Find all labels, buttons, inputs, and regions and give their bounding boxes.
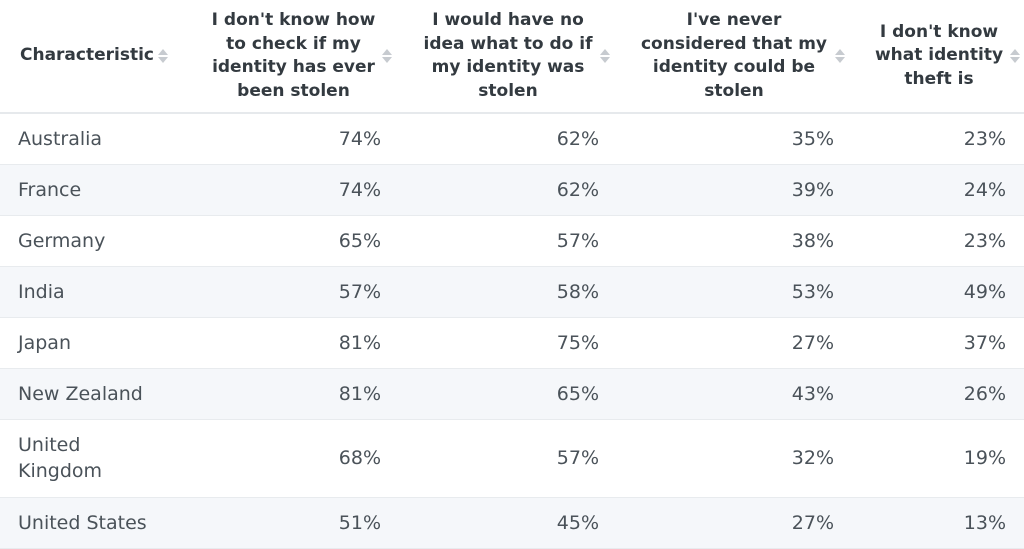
table-cell: 35% [618, 113, 853, 165]
table-cell: 23% [853, 215, 1024, 267]
row-label: India [0, 266, 178, 318]
table-cell: 51% [178, 497, 400, 549]
table-row: Japan 81% 75% 27% 37% [0, 317, 1024, 369]
table-cell: 57% [178, 266, 400, 318]
table-cell: 81% [178, 317, 400, 369]
row-label: Japan [0, 317, 178, 369]
table-cell: 19% [853, 419, 1024, 498]
column-header-never-considered[interactable]: I've never considered that my identity c… [618, 0, 853, 114]
table-cell: 39% [618, 164, 853, 216]
table-row: New Zealand 81% 65% 43% 26% [0, 368, 1024, 420]
column-header-label: I don't know how to check if my identity… [211, 10, 376, 101]
table-cell: 65% [400, 368, 618, 420]
table-cell: 32% [618, 419, 853, 498]
column-header-label: I would have no idea what to do if my id… [423, 10, 593, 101]
sort-arrows-icon[interactable] [600, 49, 610, 63]
table-row: United Kingdom 68% 57% 32% 19% [0, 419, 1024, 498]
table-row: Australia 74% 62% 35% 23% [0, 113, 1024, 165]
table-cell: 74% [178, 113, 400, 165]
row-label: France [0, 164, 178, 216]
table-cell: 13% [853, 497, 1024, 549]
column-header-label: I've never considered that my identity c… [640, 10, 828, 101]
row-label: New Zealand [0, 368, 178, 420]
table-cell: 27% [618, 317, 853, 369]
table-cell: 45% [400, 497, 618, 549]
table-cell: 57% [400, 419, 618, 498]
sort-arrows-icon[interactable] [835, 49, 845, 63]
sort-arrows-icon[interactable] [158, 49, 168, 63]
sort-arrows-icon[interactable] [1010, 49, 1020, 63]
table-row: Germany 65% 57% 38% 23% [0, 215, 1024, 267]
header-row: Characteristic I don't know how to check… [0, 0, 1024, 114]
table-cell: 49% [853, 266, 1024, 318]
table-cell: 24% [853, 164, 1024, 216]
table-cell: 81% [178, 368, 400, 420]
column-header-no-idea[interactable]: I would have no idea what to do if my id… [400, 0, 618, 114]
sort-arrows-icon[interactable] [382, 49, 392, 63]
table-cell: 65% [178, 215, 400, 267]
column-header-check-stolen[interactable]: I don't know how to check if my identity… [178, 0, 400, 114]
table-cell: 37% [853, 317, 1024, 369]
column-header-label: Characteristic [20, 45, 154, 66]
table-cell: 38% [618, 215, 853, 267]
column-header-dont-know-theft[interactable]: I don't know what identity theft is [853, 0, 1024, 114]
table-cell: 23% [853, 113, 1024, 165]
table-cell: 75% [400, 317, 618, 369]
column-header-label: I don't know what identity theft is [874, 21, 1004, 89]
row-label-text: United Kingdom [18, 434, 103, 482]
table-row: France 74% 62% 39% 24% [0, 164, 1024, 216]
table-row: United States 51% 45% 27% 13% [0, 497, 1024, 549]
table-cell: 53% [618, 266, 853, 318]
row-label: United Kingdom [0, 419, 178, 498]
column-header-characteristic[interactable]: Characteristic [0, 0, 178, 114]
table-cell: 62% [400, 113, 618, 165]
table-cell: 62% [400, 164, 618, 216]
row-label: United States [0, 497, 178, 549]
table-cell: 74% [178, 164, 400, 216]
table-cell: 27% [618, 497, 853, 549]
table-cell: 26% [853, 368, 1024, 420]
row-label: Australia [0, 113, 178, 165]
table-cell: 43% [618, 368, 853, 420]
table-cell: 57% [400, 215, 618, 267]
table-cell: 58% [400, 266, 618, 318]
table-cell: 68% [178, 419, 400, 498]
row-label: Germany [0, 215, 178, 267]
table-row: India 57% 58% 53% 49% [0, 266, 1024, 318]
